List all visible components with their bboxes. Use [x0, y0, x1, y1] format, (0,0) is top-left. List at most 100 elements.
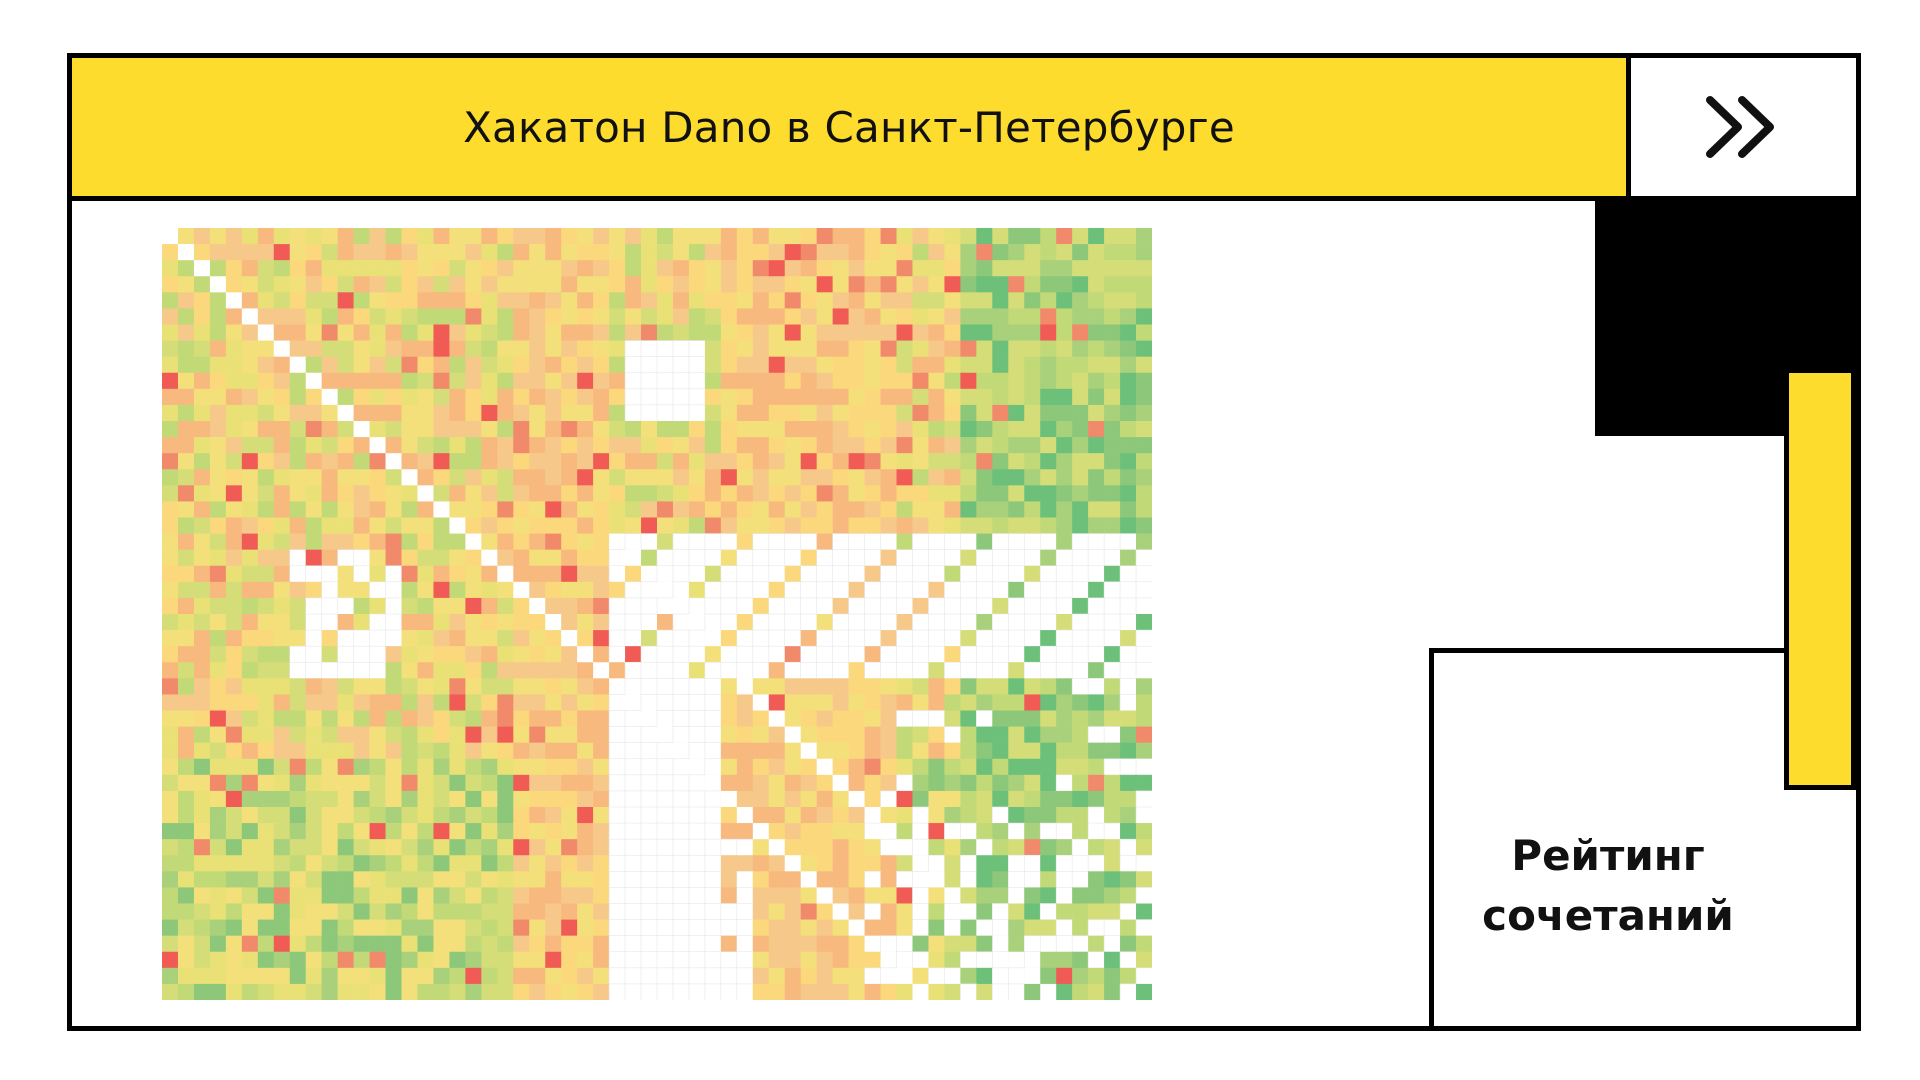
heatmap-cell: [896, 935, 914, 953]
heatmap-cell: [1007, 533, 1025, 551]
heatmap-cell: [704, 630, 722, 647]
heatmap-cell: [257, 565, 275, 583]
heatmap-cell: [481, 726, 498, 743]
heatmap-cell: [162, 951, 179, 969]
heatmap-cell: [657, 485, 674, 502]
heatmap-cell: [241, 292, 259, 309]
heatmap-cell: [401, 903, 418, 920]
heatmap-cell: [832, 726, 849, 743]
heatmap-cell: [1136, 372, 1153, 390]
heatmap-cell: [752, 260, 770, 277]
heatmap-cell: [545, 404, 562, 422]
heatmap-cell: [449, 919, 466, 936]
heatmap-cell: [593, 935, 610, 953]
heatmap-cell: [1135, 565, 1153, 583]
heatmap-cell: [529, 694, 546, 711]
heatmap-cell: [672, 356, 690, 374]
heatmap-cell: [657, 260, 674, 277]
heatmap-cell: [1040, 758, 1057, 776]
heatmap-cell: [641, 630, 658, 647]
heatmap-cell: [641, 437, 658, 454]
heatmap-cell: [896, 324, 913, 341]
heatmap-cell: [736, 951, 754, 969]
heatmap-cell: [417, 919, 434, 936]
heatmap-cell: [225, 710, 243, 727]
heatmap-cell: [704, 517, 722, 534]
heatmap-cell: [736, 533, 754, 550]
heatmap-cell: [672, 549, 690, 567]
heatmap-cell: [1056, 839, 1073, 856]
heatmap-cell: [593, 951, 610, 969]
heatmap-cell: [992, 581, 1009, 599]
heatmap-cell: [497, 437, 514, 454]
heatmap-cell: [608, 854, 626, 872]
heatmap-cell: [257, 662, 275, 679]
heatmap-cell: [481, 790, 498, 808]
heatmap-cell: [209, 823, 227, 840]
heatmap-cell: [385, 260, 402, 277]
heatmap-cell: [641, 260, 658, 277]
heatmap-cell: [832, 324, 849, 341]
heatmap-cell: [209, 871, 227, 888]
heatmap-cell: [800, 292, 817, 309]
heatmap-cell: [273, 678, 291, 695]
heatmap-cell: [609, 581, 626, 599]
heatmap-cell: [417, 581, 434, 599]
heatmap-cell: [672, 517, 690, 534]
heatmap-cell: [433, 807, 450, 824]
heatmap-cell: [481, 469, 498, 486]
heatmap-cell: [337, 629, 355, 647]
heatmap-cell: [784, 308, 802, 325]
heatmap-cell: [353, 903, 370, 920]
heatmap-cell: [609, 292, 626, 309]
next-slide-button[interactable]: [1631, 58, 1856, 196]
heatmap-cell: [816, 517, 833, 534]
heatmap-cell: [449, 469, 466, 486]
heatmap-cell: [353, 501, 370, 518]
heatmap-cell: [401, 742, 418, 760]
heatmap-cell: [577, 742, 594, 760]
heatmap-cell: [784, 388, 802, 406]
heatmap-cell: [992, 774, 1009, 792]
heatmap-cell: [225, 983, 243, 1001]
heatmap-cell: [433, 823, 450, 840]
heatmap-cell: [417, 340, 434, 357]
heatmap-cell: [768, 807, 786, 824]
heatmap-cell: [1040, 774, 1057, 792]
heatmap-cell: [720, 340, 738, 357]
heatmap-cell: [625, 501, 642, 518]
heatmap-cell: [688, 629, 706, 647]
heatmap-cell: [529, 839, 546, 856]
heatmap-cell: [257, 308, 275, 325]
heatmap-cell: [816, 710, 833, 727]
heatmap-cell: [624, 935, 642, 953]
heatmap-cell: [193, 565, 211, 583]
heatmap-cell: [1056, 694, 1073, 711]
heatmap-cell: [657, 469, 674, 486]
heatmap-cell: [353, 855, 370, 872]
heatmap-cell: [896, 533, 913, 550]
heatmap-cell: [864, 372, 881, 390]
heatmap-cell: [162, 372, 179, 390]
heatmap-cell: [672, 581, 690, 599]
heatmap-cell: [1088, 388, 1105, 406]
heatmap-cell: [449, 581, 466, 599]
heatmap-cell: [848, 694, 865, 711]
heatmap-cell: [529, 372, 546, 390]
heatmap-cell: [417, 758, 434, 776]
heatmap-cell: [960, 871, 977, 889]
heatmap-cell: [369, 485, 386, 502]
heatmap-cell: [848, 549, 866, 567]
heatmap-cell: [816, 807, 833, 824]
heatmap-cell: [880, 565, 898, 583]
heatmap-cell: [800, 308, 817, 325]
heatmap-cell: [481, 244, 498, 261]
heatmap-cell: [656, 887, 674, 905]
heatmap-cell: [960, 533, 977, 551]
heatmap-cell: [864, 485, 881, 502]
heatmap-cell: [1119, 565, 1137, 583]
heatmap-cell: [736, 967, 754, 985]
heatmap-cell: [1056, 244, 1073, 261]
heatmap-cell: [162, 404, 179, 422]
heatmap-cell: [225, 244, 243, 261]
